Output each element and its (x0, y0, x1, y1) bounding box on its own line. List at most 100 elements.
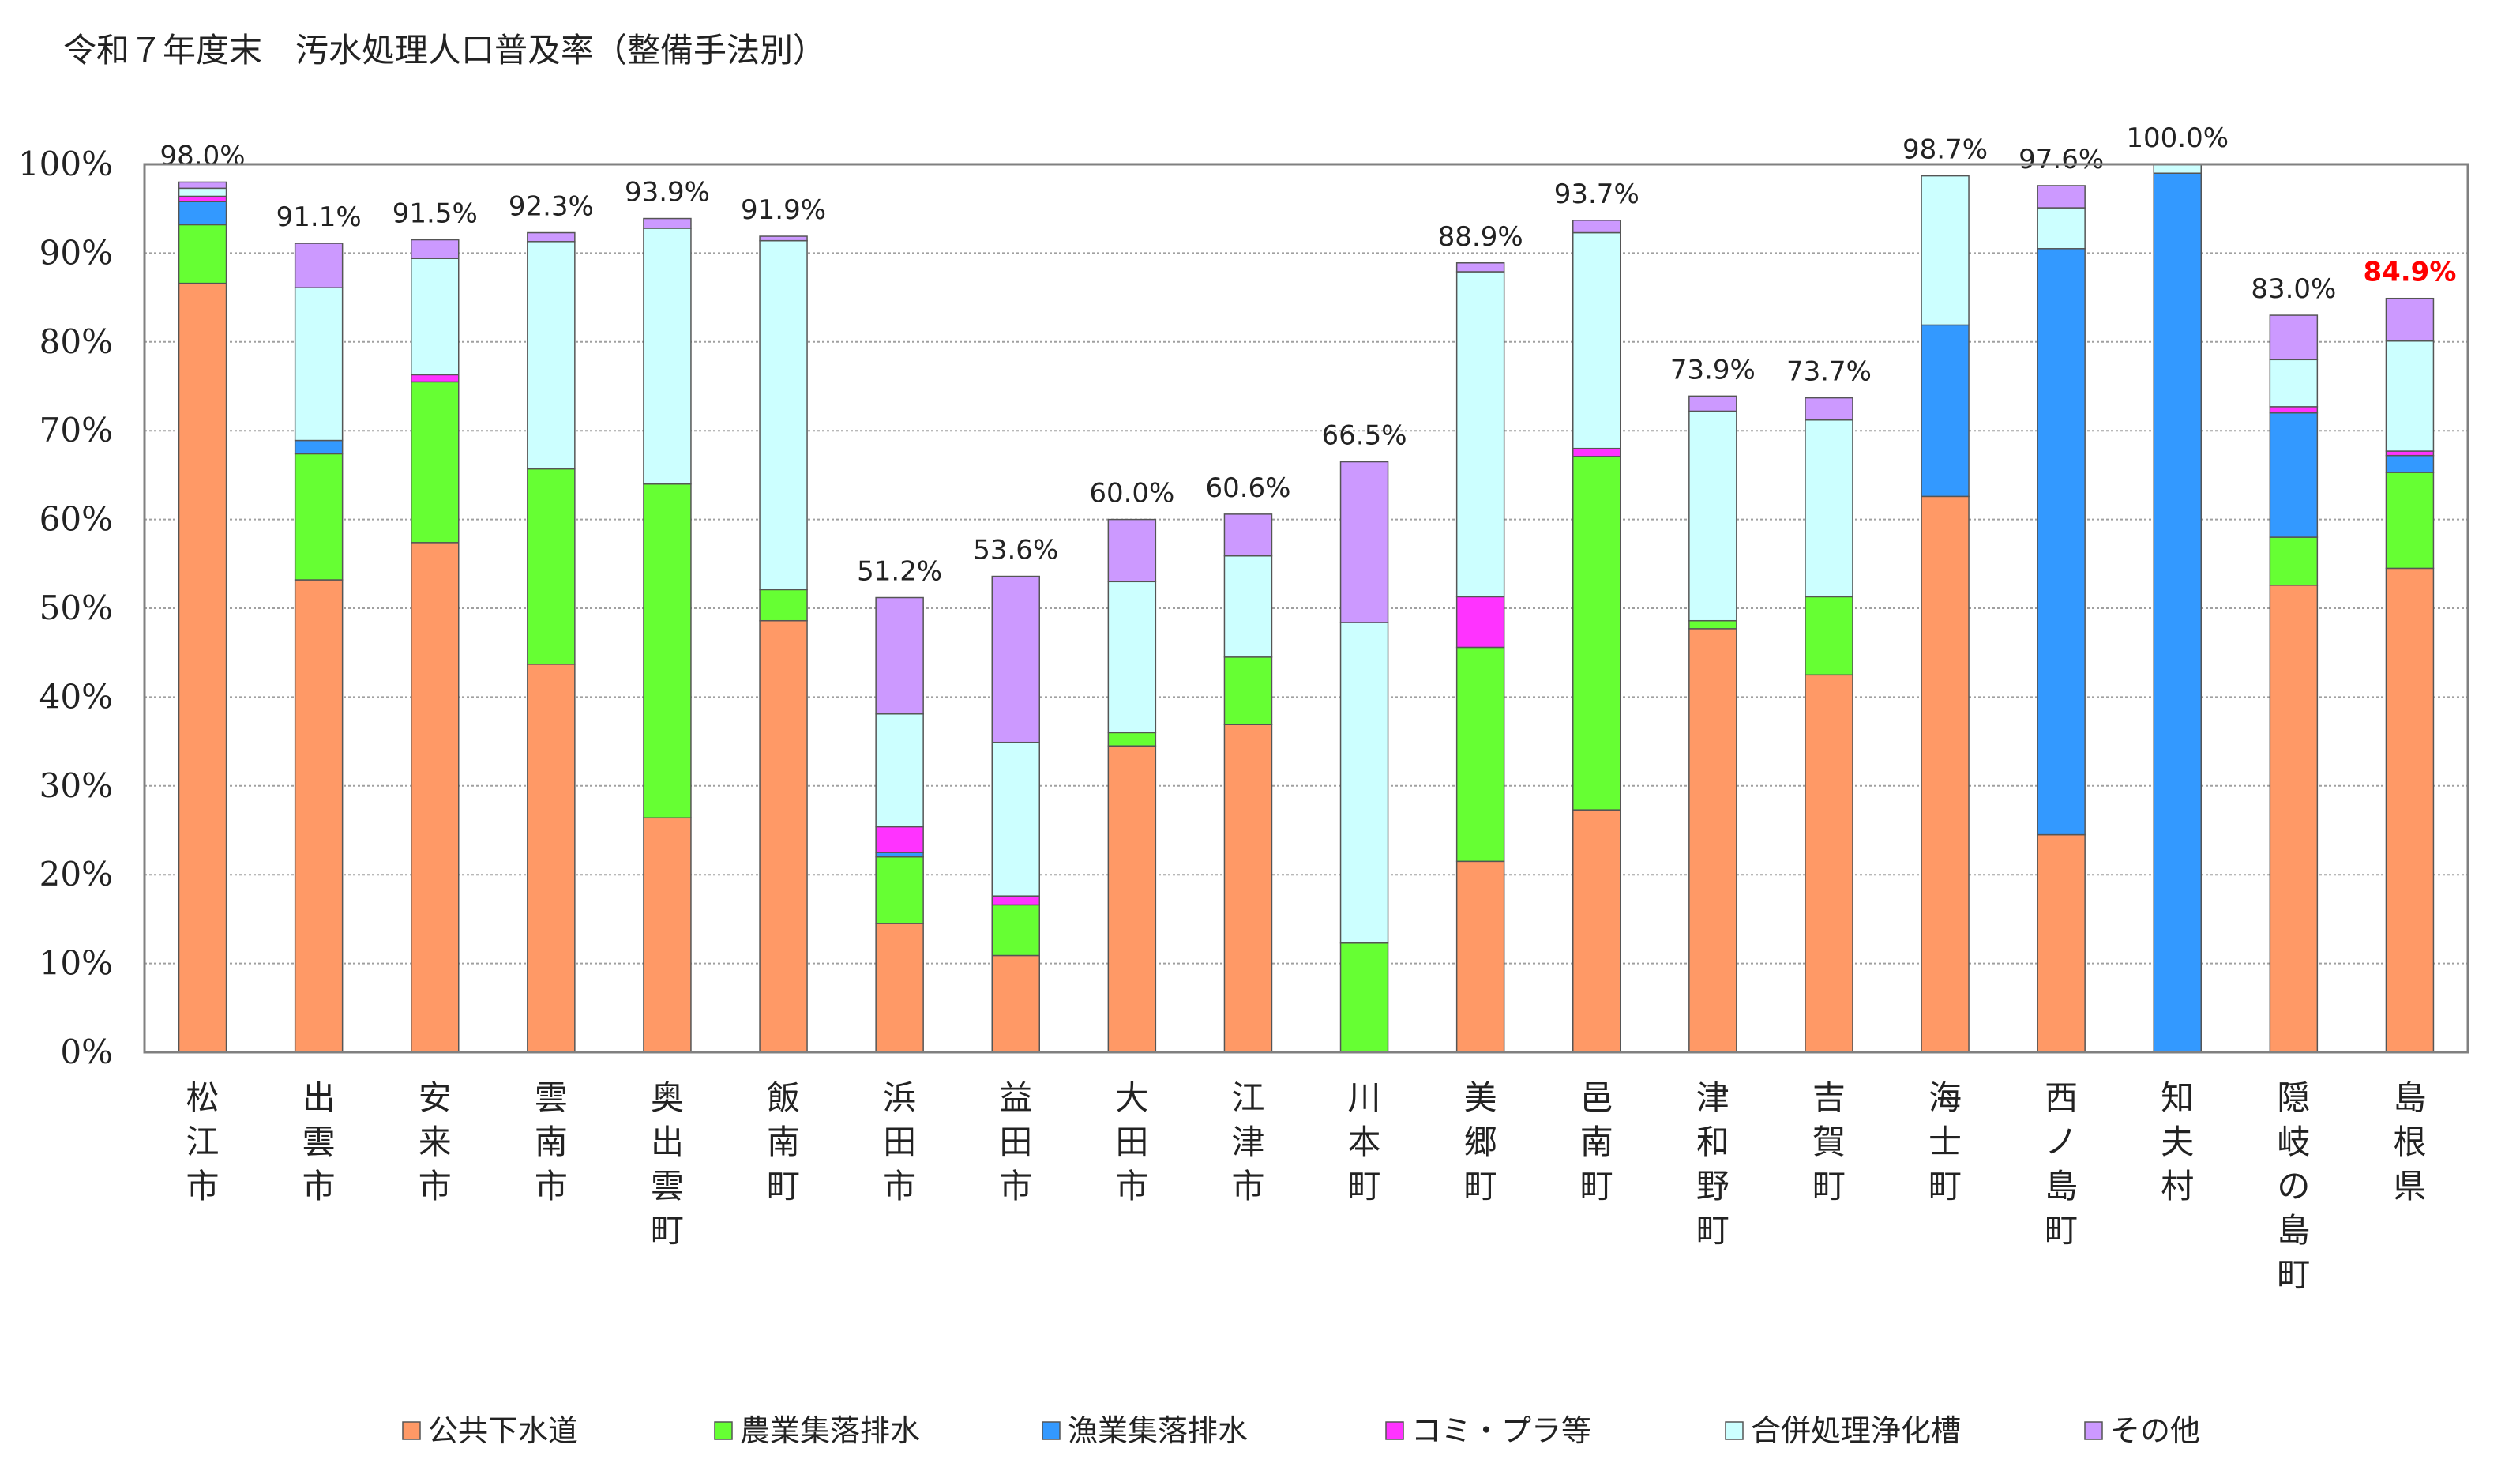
bar-segment (1805, 419, 1853, 598)
bar-segment (527, 468, 576, 665)
bar-stack (1339, 461, 1389, 1053)
total-label: 100.0% (2126, 122, 2229, 154)
y-tick-label: 30% (39, 766, 113, 805)
bar-segment (1223, 555, 1273, 658)
category-label: 浜田市 (883, 1078, 916, 1206)
y-tick-label: 40% (39, 677, 113, 716)
bar-segment (2385, 450, 2435, 457)
bar-stack (1107, 518, 1157, 1053)
category-label: 松江市 (186, 1078, 220, 1206)
bar-segment (2269, 536, 2319, 586)
bar-segment (178, 224, 227, 284)
bar-segment (411, 542, 460, 1053)
bar-segment (294, 243, 344, 288)
bar-segment (1339, 622, 1389, 944)
bar-segment (759, 239, 808, 591)
bars (178, 164, 2435, 1053)
y-tick-label: 20% (39, 855, 113, 893)
bar-segment (2037, 207, 2086, 250)
bar-segment (991, 895, 1040, 906)
bar-segment (2269, 406, 2319, 414)
legend-label: 合併処理浄化槽 (1751, 1413, 1961, 1448)
y-tick-label: 50% (39, 589, 113, 627)
bar-segment (1339, 942, 1389, 1053)
total-label: 53.6% (973, 535, 1058, 566)
category-label: 隠岐の島町 (2277, 1078, 2310, 1294)
bar-segment (1688, 395, 1737, 412)
bar-stack (294, 243, 344, 1053)
legend-label: 公共下水道 (428, 1413, 578, 1448)
bar-stack (2269, 314, 2319, 1053)
bar-stack (643, 217, 692, 1053)
legend-label: その他 (2110, 1413, 2200, 1448)
bar-segment (875, 923, 924, 1053)
total-label: 73.9% (1670, 354, 1756, 386)
category-label: 奥出雲町 (651, 1078, 684, 1250)
total-labels: 98.0% 91.1% 91.5% 92.3% 93.9% 91.9% 51.2% 53.6%… (160, 122, 2457, 588)
bar-segment (1107, 745, 1157, 1053)
bar-segment (294, 579, 344, 1053)
y-tick-label: 80% (39, 322, 113, 361)
category-labels: 松江市 出雲市 安来市 雲南市 奥出雲町 飯南町 浜田市 益田市 大田市 江津市 川本町 美郷町 邑南町… (186, 1078, 2427, 1294)
bar-segment (2269, 314, 2319, 361)
legend-label: 漁業集落排水 (1068, 1413, 1248, 1448)
bar-segment (875, 852, 924, 858)
bar-segment (1921, 495, 1970, 1053)
bar-segment (1572, 220, 1621, 234)
bar-segment (875, 713, 924, 828)
bar-segment (411, 374, 460, 383)
category-label: 津和野町 (1696, 1078, 1729, 1250)
bar-segment (991, 954, 1040, 1053)
legend-swatch (1042, 1421, 1061, 1440)
bar-segment (2037, 248, 2086, 836)
bar-stack (1921, 175, 1970, 1053)
total-label: 91.1% (276, 201, 362, 233)
bar-segment (294, 439, 344, 455)
total-label: 73.7% (1786, 356, 1872, 388)
legend-item: 公共下水道 (402, 1413, 578, 1448)
bar-segment (1572, 231, 1621, 449)
total-label: 91.5% (392, 198, 478, 230)
y-tick-label: 100% (18, 145, 113, 183)
category-label: 大田市 (1115, 1078, 1148, 1206)
total-label: 91.9% (741, 194, 826, 226)
bar-segment (178, 181, 227, 190)
bar-segment (1688, 410, 1737, 622)
category-label: 海士町 (1928, 1078, 1962, 1206)
bar-segment (1455, 271, 1505, 598)
bar-segment (759, 235, 808, 242)
bar-segment (294, 453, 344, 581)
gridlines (145, 252, 2468, 965)
bar-segment (875, 826, 924, 853)
bar-segment (643, 817, 692, 1053)
bar-segment (2153, 172, 2202, 1053)
bar-stack (2037, 185, 2086, 1053)
total-label: 66.5% (1322, 420, 1407, 452)
bar-segment (178, 187, 227, 197)
bar-segment (1688, 628, 1737, 1053)
bar-segment (2269, 585, 2319, 1053)
total-label: 83.0% (2251, 273, 2336, 305)
bar-segment (1223, 724, 1273, 1053)
category-label: 吉賀町 (1812, 1078, 1846, 1206)
bar-segment (643, 483, 692, 819)
category-label: 川本町 (1348, 1078, 1381, 1206)
bar-segment (643, 228, 692, 485)
category-label: 知夫村 (2161, 1078, 2194, 1206)
plot-border (143, 163, 2469, 1054)
bar-segment (2037, 185, 2086, 209)
bar-segment (1688, 619, 1737, 630)
bar-stack (2385, 297, 2435, 1053)
bar-stack (1455, 262, 1505, 1053)
chart-title: 令和７年度末 汚水処理人口普及率（整備手法別） (63, 31, 826, 70)
bar-segment (1223, 513, 1273, 557)
bar-segment (294, 287, 344, 442)
bar-segment (2385, 567, 2435, 1053)
bar-segment (1921, 175, 1970, 326)
bar-stack (875, 596, 924, 1053)
legend-label: 農業集落排水 (740, 1413, 920, 1448)
bar-segment (875, 596, 924, 715)
bar-segment (875, 856, 924, 924)
total-label: 93.7% (1554, 179, 1639, 210)
